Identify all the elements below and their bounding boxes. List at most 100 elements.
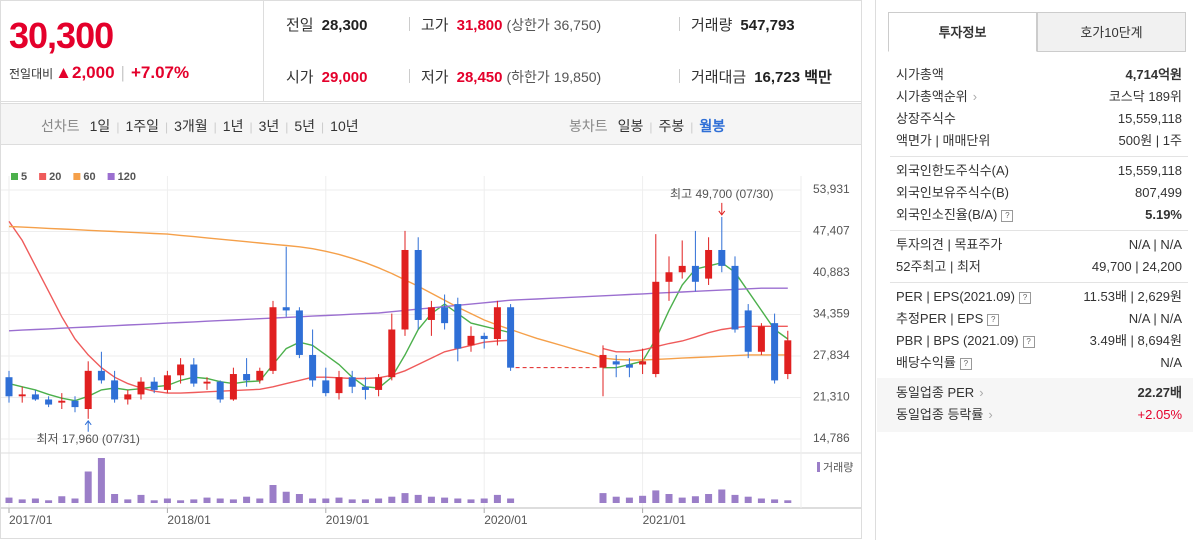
info-value: 807,499 [1135, 185, 1182, 200]
volume-bar [45, 500, 53, 503]
min-arrow [84, 419, 92, 432]
separator: | [690, 120, 694, 134]
volume-bar [454, 498, 462, 503]
divider [679, 69, 680, 83]
volume-bar [744, 496, 752, 503]
info-row: 시가총액순위 코스닥 189위 [896, 86, 1182, 108]
candle-body [203, 381, 211, 384]
quote-header: 30,300 전일대비 ▲2,000 | +7.07% 전일 28,300 고가 31,80… [1, 1, 861, 102]
volume-bar [441, 497, 449, 503]
volume-bar [612, 496, 620, 503]
candle-body [163, 375, 171, 390]
price-box: 30,300 전일대비 ▲2,000 | +7.07% [1, 1, 264, 101]
candle-body [612, 361, 620, 365]
info-value: N/A [1160, 355, 1182, 370]
info-row: 투자의견 | 목표주가 N/A | N/A [896, 234, 1182, 256]
period-option[interactable]: 월봉 [699, 118, 726, 134]
ma-line [8, 261, 789, 402]
section-divider [890, 282, 1188, 283]
x-tick-label: 2021/01 [643, 513, 687, 527]
stat-value: 28,450 [456, 69, 503, 86]
period-option[interactable]: 3개월 [174, 118, 208, 134]
candle_chart-group: 봉차트 일봉 | 주봉 | 월봉 [569, 116, 725, 136]
stat-value: 29,000 [321, 69, 368, 86]
candle-body [71, 400, 79, 408]
candle-body [229, 374, 237, 400]
stat-value: 28,300 [321, 17, 368, 34]
volume-bar [480, 498, 488, 503]
info-label: 외국인한도주식수(A) [896, 163, 1010, 178]
volume-bar [757, 498, 765, 503]
section-divider [890, 230, 1188, 231]
volume-bar [177, 500, 185, 503]
info-value: 15,559,118 [1117, 163, 1182, 178]
y-tick-label: 34,359 [813, 307, 850, 321]
period-option[interactable]: 1주일 [125, 118, 159, 134]
volume-bar [18, 499, 26, 503]
stat-label: 저가 [421, 69, 449, 86]
info-row: 시가총액 4,714억원 [896, 64, 1182, 86]
candle-body [639, 361, 647, 365]
volume-bar [652, 490, 660, 503]
volume-bar [97, 458, 105, 503]
info-tab[interactable]: 투자정보 [888, 12, 1037, 52]
candle-body [256, 370, 264, 381]
period-option[interactable]: 1일 [89, 118, 111, 134]
y-tick-label: 53,931 [813, 182, 850, 196]
candle-body [414, 249, 422, 320]
volume-bar [784, 500, 792, 503]
divider [409, 69, 410, 83]
separator: | [285, 120, 289, 134]
volume-legend-swatch [817, 462, 820, 472]
candle-body [757, 326, 765, 352]
period-option[interactable]: 5년 [294, 118, 316, 134]
stat-label: 고가 [421, 17, 449, 34]
group-label: 봉차트 [569, 118, 608, 134]
separator: | [164, 120, 169, 134]
candle-body [361, 386, 369, 390]
candle-body [31, 394, 39, 400]
volume-bar [361, 499, 369, 503]
candle-body [744, 310, 752, 352]
period-option[interactable]: 3년 [258, 118, 280, 134]
info-label: 시가총액 [896, 67, 944, 82]
info-tab[interactable]: 호가10단계 [1037, 12, 1186, 52]
period-option[interactable]: 주봉 [658, 118, 685, 134]
change-amount: ▲2,000 [55, 63, 115, 82]
candle-body [322, 380, 330, 394]
group-label: 선차트 [41, 118, 80, 134]
candle-body [467, 335, 475, 346]
info-row: 상장주식수 15,559,118 [896, 108, 1182, 130]
info-label[interactable]: 시가총액순위 [896, 86, 977, 108]
legend-swatch [39, 173, 47, 180]
info-label: 외국인소진율(B/A) [896, 204, 1013, 226]
candle-body [652, 281, 660, 375]
volume-bar [322, 498, 330, 503]
min-annotation: 최저 17,960 (07/31) [36, 432, 139, 446]
chart: 53,931 47,407 40,883 34,359 27,834 21,310 14,7… [1, 171, 861, 527]
legend-label: 5 [21, 171, 27, 183]
stat-value: 16,723 백만 [754, 69, 832, 86]
info-value: 22.27배 [1137, 385, 1183, 400]
volume-bar [771, 499, 779, 503]
period-option[interactable]: 일봉 [617, 118, 644, 134]
candle-body [97, 370, 105, 381]
info-label: 액면가 | 매매단위 [896, 133, 991, 148]
stat-note: (상한가 36,750) [506, 17, 602, 33]
stat: 저가 28,450 (하한가 19,850) [421, 66, 601, 87]
period-option[interactable]: 10년 [330, 118, 359, 134]
candle-body [718, 249, 726, 266]
info-row: 동일업종 PER 22.27배 [896, 382, 1182, 404]
period-option[interactable]: 1년 [222, 118, 244, 134]
separator: | [120, 63, 125, 82]
info-label[interactable]: 동일업종 등락률 [896, 404, 993, 426]
separator: | [213, 120, 217, 134]
info-label[interactable]: 동일업종 PER [896, 382, 984, 404]
ma-line [8, 287, 788, 332]
info-row: 동일업종 등락률 +2.05% [896, 404, 1182, 426]
volume-bar [493, 494, 501, 503]
ma-line [8, 225, 788, 361]
info-row: 배당수익률 N/A [896, 352, 1182, 374]
candle-body [177, 364, 185, 376]
